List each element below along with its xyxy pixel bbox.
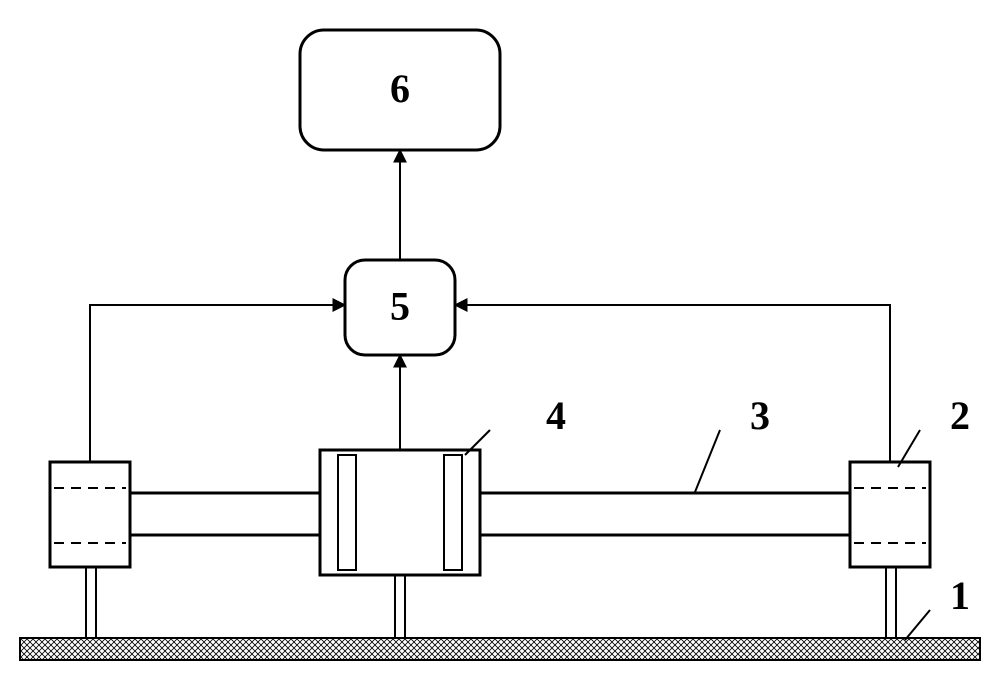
center-block (320, 450, 480, 575)
support-post (86, 567, 96, 638)
edge-bearingL-block5 (90, 305, 345, 462)
block-5: 5 (345, 260, 455, 355)
block-6: 6 (300, 30, 500, 150)
edge-bearingR-block5 (455, 305, 890, 462)
callout-2-label: 2 (950, 393, 970, 438)
callout-3: 3 (695, 393, 770, 492)
shaft (70, 493, 910, 535)
callout-1-label: 1 (950, 573, 970, 618)
bearing-right (850, 462, 930, 567)
block-6-label: 6 (390, 66, 410, 111)
block-5-label: 5 (390, 284, 410, 329)
support-post (395, 575, 405, 638)
base-plate (20, 638, 980, 660)
support-post (886, 567, 896, 638)
bearing-left (50, 462, 130, 567)
callout-3-label: 3 (750, 393, 770, 438)
callout-4: 4 (465, 393, 566, 455)
callout-1: 1 (905, 573, 970, 640)
callout-4-label: 4 (546, 393, 566, 438)
callout-2: 2 (898, 393, 970, 467)
